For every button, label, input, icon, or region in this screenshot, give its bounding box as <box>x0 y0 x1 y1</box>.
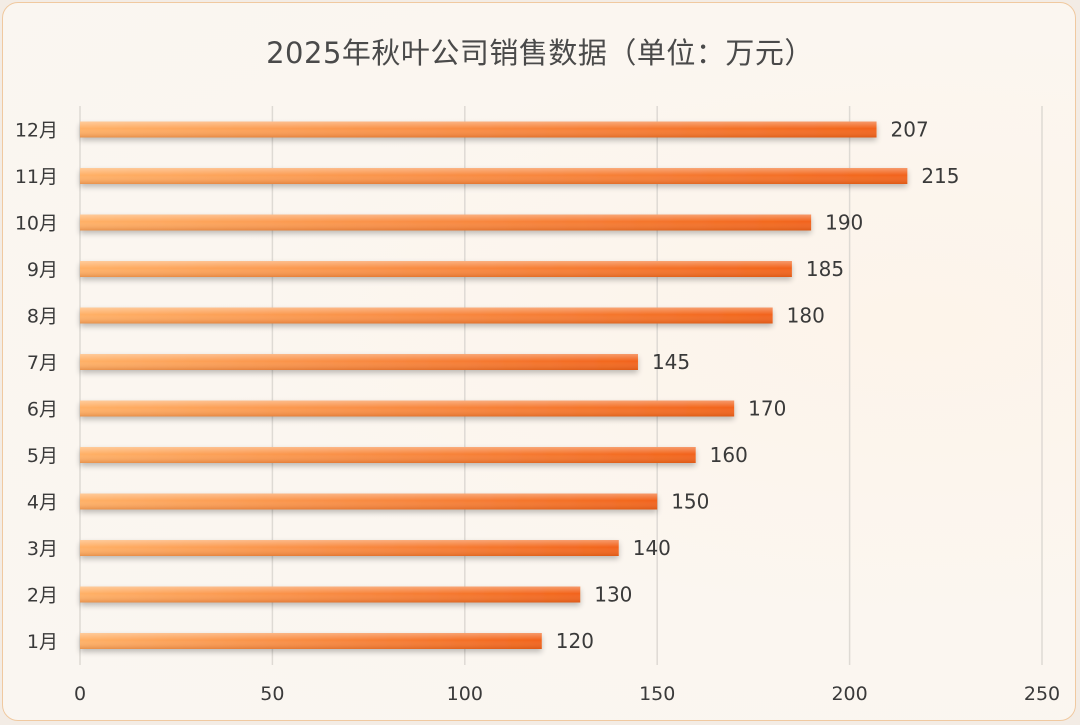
x-tick-label-50: 50 <box>260 683 284 705</box>
bar-shine-12 <box>80 121 877 138</box>
value-label-6: 170 <box>748 397 786 421</box>
bar-shine-3 <box>80 540 619 556</box>
chart-title: 2025年秋叶公司销售数据（单位：万元） <box>266 36 814 70</box>
value-label-5: 160 <box>710 443 748 467</box>
grid-layer <box>79 106 1043 665</box>
bar-group-4 <box>80 493 658 510</box>
bar-group-2 <box>80 586 581 603</box>
value-label-1: 120 <box>556 629 594 653</box>
y-category-label-5: 5月 <box>27 445 58 467</box>
bar-group-8 <box>80 307 773 324</box>
x-tick-label-100: 100 <box>447 683 483 705</box>
bar-group-9 <box>80 261 792 277</box>
y-category-label-8: 8月 <box>27 306 58 328</box>
value-label-3: 140 <box>633 536 671 560</box>
y-category-label-1: 1月 <box>27 631 58 653</box>
bar-shine-11 <box>80 168 908 184</box>
x-tick-label-0: 0 <box>74 683 86 705</box>
x-tick-label-250: 250 <box>1024 683 1060 705</box>
y-category-label-10: 10月 <box>15 213 58 235</box>
bar-shine-9 <box>80 261 792 277</box>
value-label-10: 190 <box>825 211 863 235</box>
value-label-7: 145 <box>652 350 690 374</box>
bar-shine-7 <box>80 354 638 370</box>
bar-group-11 <box>80 168 908 184</box>
bar-shine-8 <box>80 307 773 324</box>
bar-group-3 <box>80 540 619 556</box>
y-category-label-4: 4月 <box>27 492 58 514</box>
value-label-9: 185 <box>806 257 844 281</box>
bar-shine-1 <box>80 633 542 649</box>
y-category-label-12: 12月 <box>15 120 58 142</box>
value-label-8: 180 <box>787 304 825 328</box>
value-label-12: 207 <box>891 118 929 142</box>
bar-group-12 <box>80 121 877 138</box>
bar-shine-10 <box>80 214 812 231</box>
label-layer: 0 50 100 150 200 250 1月 120 2月 130 3月 140 4月 150 5月 160… <box>15 118 1060 706</box>
x-tick-label-150: 150 <box>639 683 675 705</box>
bar-group-6 <box>80 400 735 417</box>
bar-shine-5 <box>80 447 696 463</box>
bar-layer <box>80 121 908 649</box>
bar-group-1 <box>80 633 542 649</box>
y-category-label-11: 11月 <box>15 166 58 188</box>
y-category-label-3: 3月 <box>27 538 58 560</box>
y-category-label-6: 6月 <box>27 399 58 421</box>
y-category-label-7: 7月 <box>27 352 58 374</box>
y-category-label-9: 9月 <box>27 259 58 281</box>
x-tick-label-200: 200 <box>831 683 867 705</box>
value-label-4: 150 <box>671 490 709 514</box>
y-category-label-2: 2月 <box>27 585 58 607</box>
bar-shine-2 <box>80 586 581 603</box>
bar-group-5 <box>80 447 696 463</box>
bar-shine-6 <box>80 400 735 417</box>
bar-group-7 <box>80 354 638 370</box>
value-label-11: 215 <box>921 164 959 188</box>
bar-shine-4 <box>80 493 658 510</box>
value-label-2: 130 <box>594 583 632 607</box>
bar-group-10 <box>80 214 812 231</box>
